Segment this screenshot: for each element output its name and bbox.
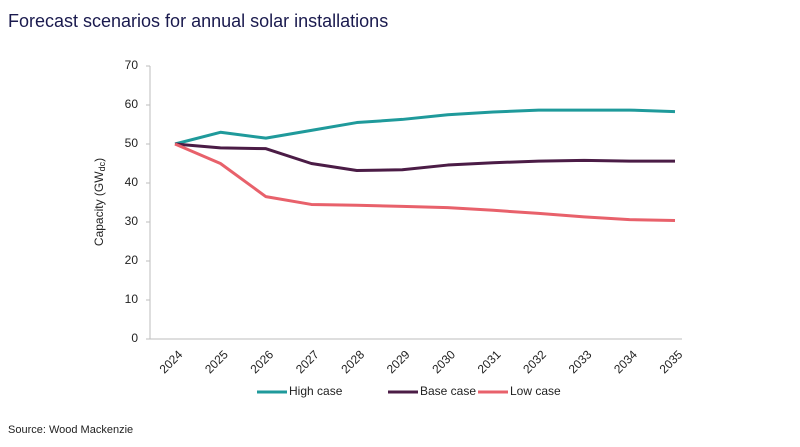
x-tick-label: 2034 [611, 347, 640, 376]
x-tick-label: 2032 [520, 347, 549, 376]
legend-label: Low case [510, 384, 561, 398]
x-tick-label: 2027 [293, 347, 322, 376]
y-tick-label: 50 [125, 136, 139, 150]
x-tick-label: 2031 [475, 347, 504, 376]
x-tick-label: 2025 [202, 347, 231, 376]
x-tick-label: 2029 [384, 347, 413, 376]
x-tick-label: 2033 [566, 347, 595, 376]
y-axis-label: Capacity (GWdc) [92, 158, 107, 246]
legend-label: High case [289, 384, 343, 398]
y-tick-label: 0 [131, 331, 138, 345]
y-label-subscript: dc [97, 161, 107, 171]
line-series [174, 108, 676, 146]
line-series [174, 142, 676, 222]
chart-title: Forecast scenarios for annual solar inst… [8, 11, 388, 31]
y-label-text: Capacity (GW [92, 171, 106, 246]
y-tick-label: 10 [125, 292, 139, 306]
x-tick-label: 2035 [657, 347, 686, 376]
y-tick-label: 70 [125, 58, 139, 72]
x-tick-label: 2030 [429, 347, 458, 376]
legend-label: Base case [420, 384, 476, 398]
source: Source: Wood Mackenzie [8, 424, 133, 436]
y-tick-label: 40 [125, 175, 139, 189]
y-tick-label: 60 [125, 97, 139, 111]
x-tick-label: 2026 [247, 347, 276, 376]
y-tick-label: 20 [125, 253, 139, 267]
y-tick-label: 30 [125, 214, 139, 228]
x-tick-label: 2028 [338, 347, 367, 376]
line-series [174, 142, 675, 173]
y-label-suffix: ) [92, 158, 106, 162]
x-tick-label: 2024 [157, 347, 186, 376]
